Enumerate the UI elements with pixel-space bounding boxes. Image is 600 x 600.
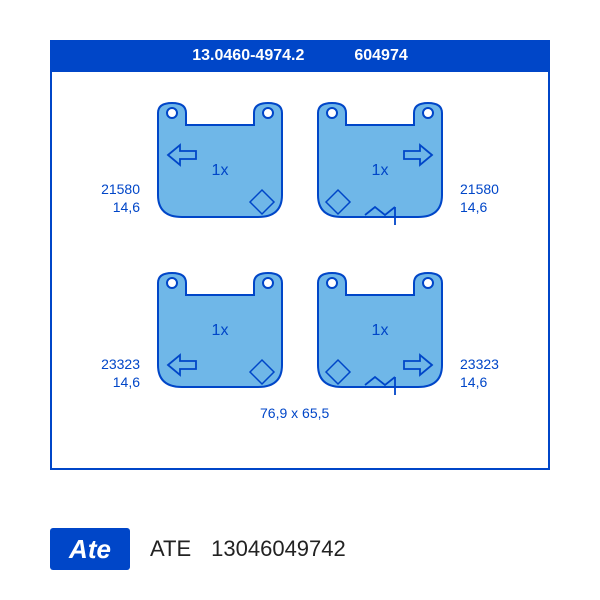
qty-label: 1x — [372, 322, 389, 339]
label-bottom-left: 23323 14,6 — [60, 355, 140, 391]
brand-text: ATE — [150, 536, 191, 562]
dimensions-label: 76,9 x 65,5 — [260, 405, 329, 421]
logo-text: Ate — [69, 534, 111, 565]
label-code: 23323 — [60, 355, 140, 373]
label-thickness: 14,6 — [460, 198, 499, 216]
brake-pad-bottom-left: 1x — [150, 265, 290, 395]
footer-row: Ate ATE 13046049742 — [50, 528, 346, 570]
qty-label: 1x — [372, 162, 389, 179]
part-number: 13046049742 — [211, 536, 346, 562]
label-code: 23323 — [460, 355, 499, 373]
label-bottom-right: 23323 14,6 — [460, 355, 499, 391]
ate-logo: Ate — [50, 528, 130, 570]
brake-pad-bottom-right: 1x — [310, 265, 450, 395]
qty-label: 1x — [212, 162, 229, 179]
label-thickness: 14,6 — [60, 373, 140, 391]
label-code: 21580 — [60, 180, 140, 198]
label-thickness: 14,6 — [460, 373, 499, 391]
label-thickness: 14,6 — [60, 198, 140, 216]
qty-label: 1x — [212, 322, 229, 339]
header-code-2: 604974 — [354, 47, 407, 65]
brake-pad-top-right: 1x — [310, 95, 450, 225]
header-code-1: 13.0460-4974.2 — [192, 47, 304, 65]
label-top-right: 21580 14,6 — [460, 180, 499, 216]
label-top-left: 21580 14,6 — [60, 180, 140, 216]
brake-pad-top-left: 1x — [150, 95, 290, 225]
header-bar: 13.0460-4974.2 604974 — [50, 40, 550, 72]
label-code: 21580 — [460, 180, 499, 198]
